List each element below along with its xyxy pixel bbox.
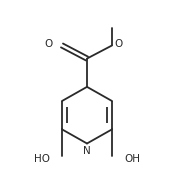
Text: N: N: [83, 146, 91, 156]
Text: O: O: [44, 39, 53, 49]
Text: OH: OH: [125, 154, 141, 164]
Text: HO: HO: [34, 154, 50, 164]
Text: O: O: [115, 39, 123, 49]
